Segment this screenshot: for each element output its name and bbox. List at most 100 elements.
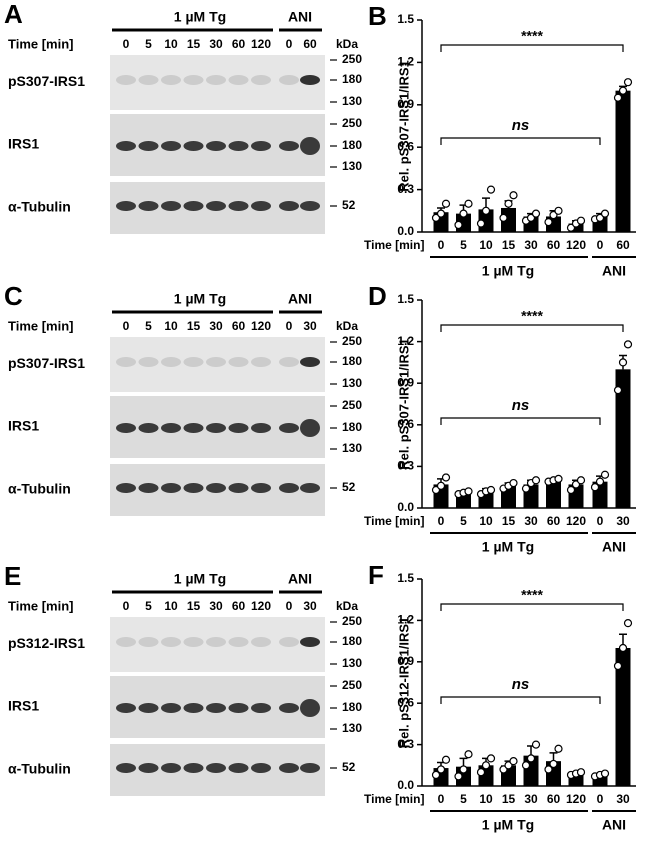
x-tick-label: 5: [460, 238, 467, 252]
significance-label: ns: [512, 676, 530, 693]
data-point: [600, 470, 610, 479]
lane-label: 30: [303, 599, 317, 613]
data-point: [476, 219, 486, 228]
y-axis-label: Rel. pS307-IRS1/IRS1: [396, 60, 411, 192]
marker-label: 52: [342, 760, 356, 774]
bar: [615, 90, 631, 233]
data-point: [549, 759, 558, 769]
lane-label: 0: [286, 599, 293, 613]
blot-band: [138, 75, 159, 85]
data-point: [526, 754, 536, 763]
lane-label: 120: [251, 319, 271, 333]
blot-band: [279, 637, 299, 647]
blot-band: [183, 201, 204, 211]
group-label: ANI: [602, 817, 626, 833]
blot-band: [116, 483, 136, 493]
lane-label: 30: [209, 319, 223, 333]
blot-band: [206, 141, 226, 151]
blot-band: [161, 637, 181, 647]
blot-band: [228, 703, 249, 713]
y-tick-label: 1.5: [397, 571, 414, 585]
data-point: [441, 473, 451, 482]
blot-band: [300, 419, 320, 437]
blot-band: [116, 201, 136, 211]
significance-label: ns: [512, 397, 530, 414]
blot-band: [206, 201, 226, 211]
panel-letter: C: [4, 281, 23, 311]
marker-label: 52: [342, 480, 356, 494]
blot-band: [183, 703, 204, 713]
data-point: [459, 209, 468, 218]
blot-band: [251, 75, 271, 85]
y-tick-label: 0.3: [397, 737, 414, 751]
x-tick-label: 0: [597, 238, 604, 252]
control-label: ANI: [288, 9, 312, 25]
data-point: [509, 191, 518, 200]
marker-label: 52: [342, 198, 356, 212]
data-point: [481, 206, 491, 215]
data-point: [623, 340, 633, 349]
unit-label: kDa: [336, 319, 358, 333]
x-tick-label: 60: [547, 514, 561, 528]
control-label: ANI: [288, 571, 312, 587]
blot-band: [206, 357, 226, 367]
blot-band: [183, 75, 204, 85]
blot-band: [251, 637, 271, 647]
lane-label: 60: [232, 319, 246, 333]
x-tick-label: 0: [438, 792, 445, 806]
lane-label: 0: [123, 599, 130, 613]
data-point: [623, 78, 633, 87]
data-point: [521, 484, 531, 493]
x-tick-label: 0: [597, 792, 604, 806]
row-label: α-Tubulin: [8, 199, 71, 215]
y-axis-label: Rel. pS312-IRS1/IRS1: [396, 617, 411, 749]
marker-label: 130: [342, 721, 362, 735]
x-tick-label: 5: [460, 792, 467, 806]
data-point: [504, 199, 513, 208]
data-point: [464, 487, 473, 496]
row-label: α-Tubulin: [8, 481, 71, 497]
data-point: [486, 754, 496, 763]
marker-label: 250: [342, 116, 362, 130]
data-point: [454, 220, 463, 230]
blot-band: [183, 141, 204, 151]
treatment-label: 1 µM Tg: [174, 571, 226, 587]
data-point: [454, 772, 463, 781]
y-tick-label: 1.2: [397, 55, 414, 69]
blot-band: [300, 357, 320, 367]
data-point: [600, 209, 610, 218]
x-tick-label: 120: [566, 238, 586, 252]
data-point: [623, 619, 633, 628]
data-point: [531, 209, 541, 218]
lane-label: 15: [187, 319, 201, 333]
marker-label: 130: [342, 94, 362, 108]
lane-label: 15: [187, 37, 201, 51]
time-label: Time [min]: [8, 36, 74, 51]
data-point: [464, 199, 473, 208]
x-axis-label: Time [min]: [364, 792, 424, 806]
data-point: [618, 86, 628, 95]
data-point: [499, 213, 508, 222]
lane-label: 10: [164, 37, 178, 51]
y-tick-label: 0.0: [397, 224, 414, 238]
data-point: [486, 185, 496, 194]
blot-band: [206, 637, 226, 647]
lane-label: 120: [251, 599, 271, 613]
significance-bracket: [440, 603, 624, 611]
y-tick-label: 1.5: [397, 12, 414, 26]
error-bar: [549, 752, 558, 762]
data-point: [576, 216, 586, 225]
x-tick-label: 15: [502, 792, 516, 806]
significance-label: ****: [521, 308, 543, 324]
blot-band: [161, 75, 181, 85]
lane-label: 0: [123, 319, 130, 333]
blot-band: [161, 141, 181, 151]
time-label: Time [min]: [8, 598, 74, 613]
group-label: 1 µM Tg: [482, 817, 534, 833]
blot-band: [279, 75, 299, 85]
data-point: [576, 768, 586, 777]
significance-bracket: [440, 324, 624, 332]
blot-band: [161, 763, 181, 773]
data-point: [590, 483, 600, 492]
blot-band: [183, 637, 204, 647]
